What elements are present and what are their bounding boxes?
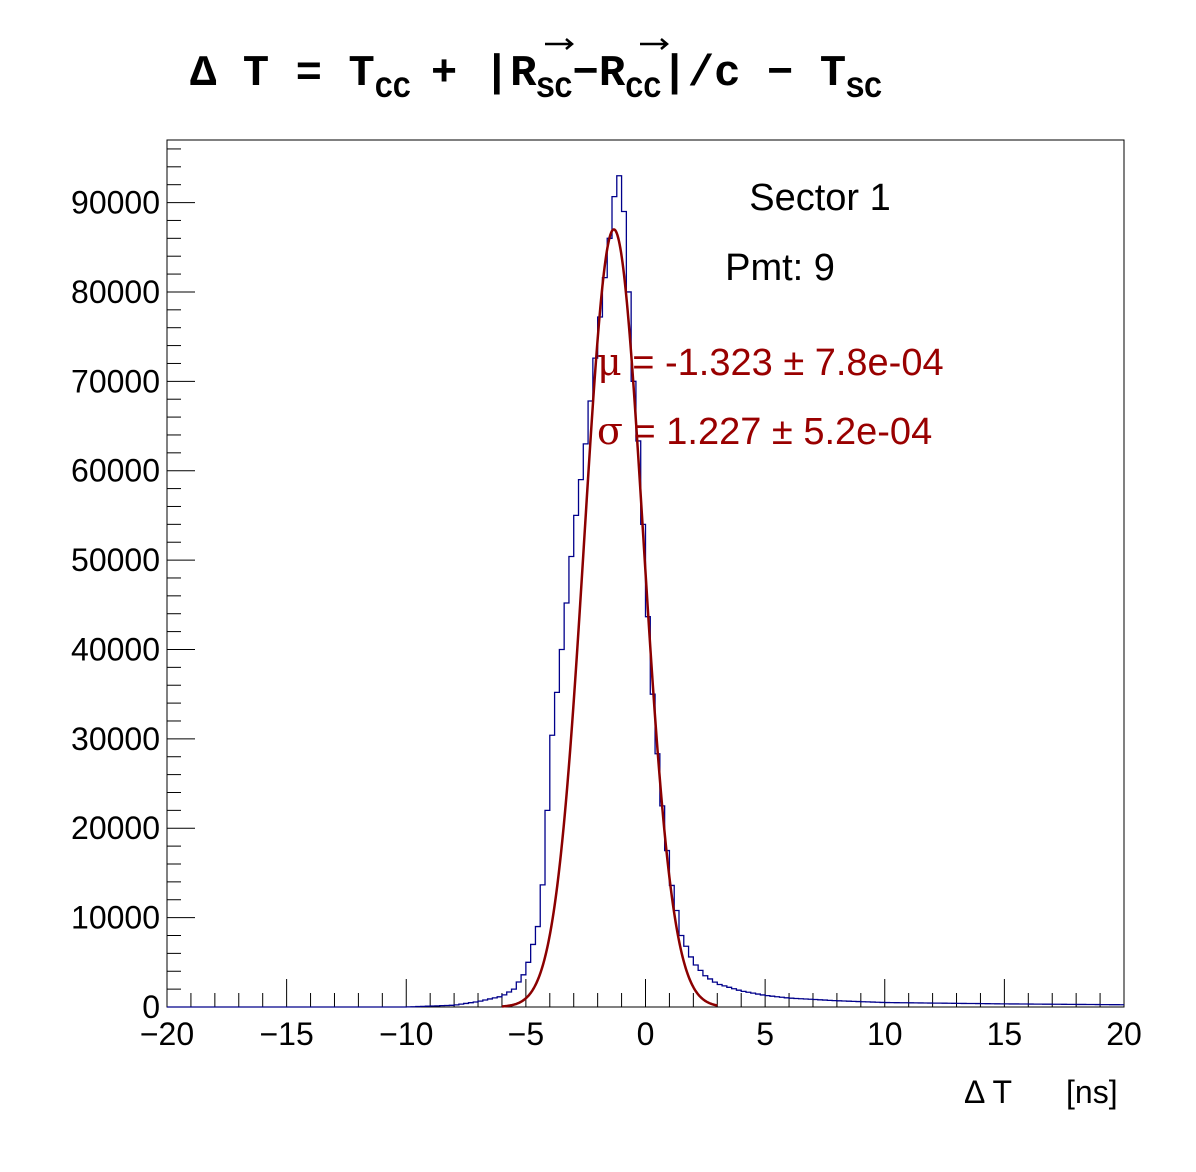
x-tick-label: −10	[379, 1016, 433, 1052]
mu-fit-result: μ = -1.323 ± 7.8e-04	[597, 340, 944, 384]
mu-value: = -1.323 ± 7.8e-04	[622, 342, 944, 384]
sigma-symbol: σ	[597, 409, 623, 453]
x-minor-ticks	[166, 979, 1125, 1007]
vector-arrow-icon	[640, 38, 669, 50]
y-tick-label: 60000	[71, 453, 160, 489]
title-cc-sub: CC	[375, 73, 411, 107]
title-sc-sub: SC	[536, 73, 572, 107]
x-tick-label: 15	[987, 1016, 1023, 1052]
x-tick-label: 5	[756, 1016, 774, 1052]
y-tick-label: 50000	[71, 542, 160, 578]
x-tick-label: −15	[259, 1016, 313, 1052]
sector-label: Sector 1	[749, 177, 891, 219]
y-tick-label: 80000	[71, 274, 160, 310]
x-tick-label: −20	[140, 1016, 194, 1052]
x-tick-label: 0	[637, 1016, 655, 1052]
chart-title: Δ T = TCC + |RSC−RCC|/c − TSC	[190, 38, 882, 107]
y-tick-label: 40000	[71, 631, 160, 667]
y-tick-label: 20000	[71, 810, 160, 846]
y-tick-label: 30000	[71, 721, 160, 757]
y-tick-label: 0	[142, 989, 160, 1025]
x-tick-label: 20	[1106, 1016, 1142, 1052]
title-cc-sub-2: CC	[625, 73, 661, 107]
x-tick-label: 10	[867, 1016, 903, 1052]
mu-symbol: μ	[597, 340, 622, 384]
pmt-label: Pmt: 9	[725, 247, 835, 289]
y-tick-label: 10000	[71, 900, 160, 936]
title-plus: + |	[431, 49, 510, 99]
x-tick-labels: −20 −15 −10 −5 0 5 10 15 20	[140, 1016, 1142, 1052]
histogram-series	[167, 175, 1124, 1008]
title-slash-c: |/c − T	[661, 49, 846, 99]
title-prefix: Δ T = T	[190, 49, 375, 99]
x-axis-unit: [ns]	[1066, 1074, 1118, 1110]
y-tick-label: 70000	[71, 363, 160, 399]
y-tick-label: 90000	[71, 185, 160, 221]
title-minus: −	[573, 49, 599, 99]
sigma-value: = 1.227 ± 5.2e-04	[623, 411, 932, 453]
x-axis-label: Δ T	[964, 1074, 1012, 1110]
sigma-fit-result: σ = 1.227 ± 5.2e-04	[597, 409, 932, 453]
gaussian-fit-curve	[501, 228, 718, 1008]
y-minor-ticks	[167, 148, 195, 1008]
y-tick-labels: 0 10000 20000 30000 40000 50000 60000 70000 8000…	[71, 185, 160, 1025]
title-end-sub: SC	[846, 73, 882, 107]
svg-text:Δ T = TCC+ |RSC−RCC|/c − TSC: Δ T = TCC + |RSC−RCC|/c − TSC	[190, 49, 882, 107]
x-tick-label: −5	[508, 1016, 544, 1052]
vector-arrow-icon	[545, 38, 574, 50]
title-r2: R	[599, 49, 626, 99]
title-r1: R	[510, 49, 537, 99]
